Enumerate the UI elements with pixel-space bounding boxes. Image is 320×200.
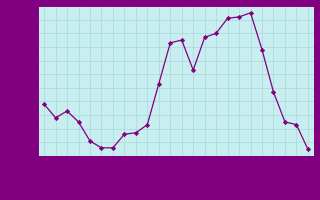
X-axis label: Windchill (Refroidissement éolien,°C): Windchill (Refroidissement éolien,°C) [67, 171, 285, 181]
